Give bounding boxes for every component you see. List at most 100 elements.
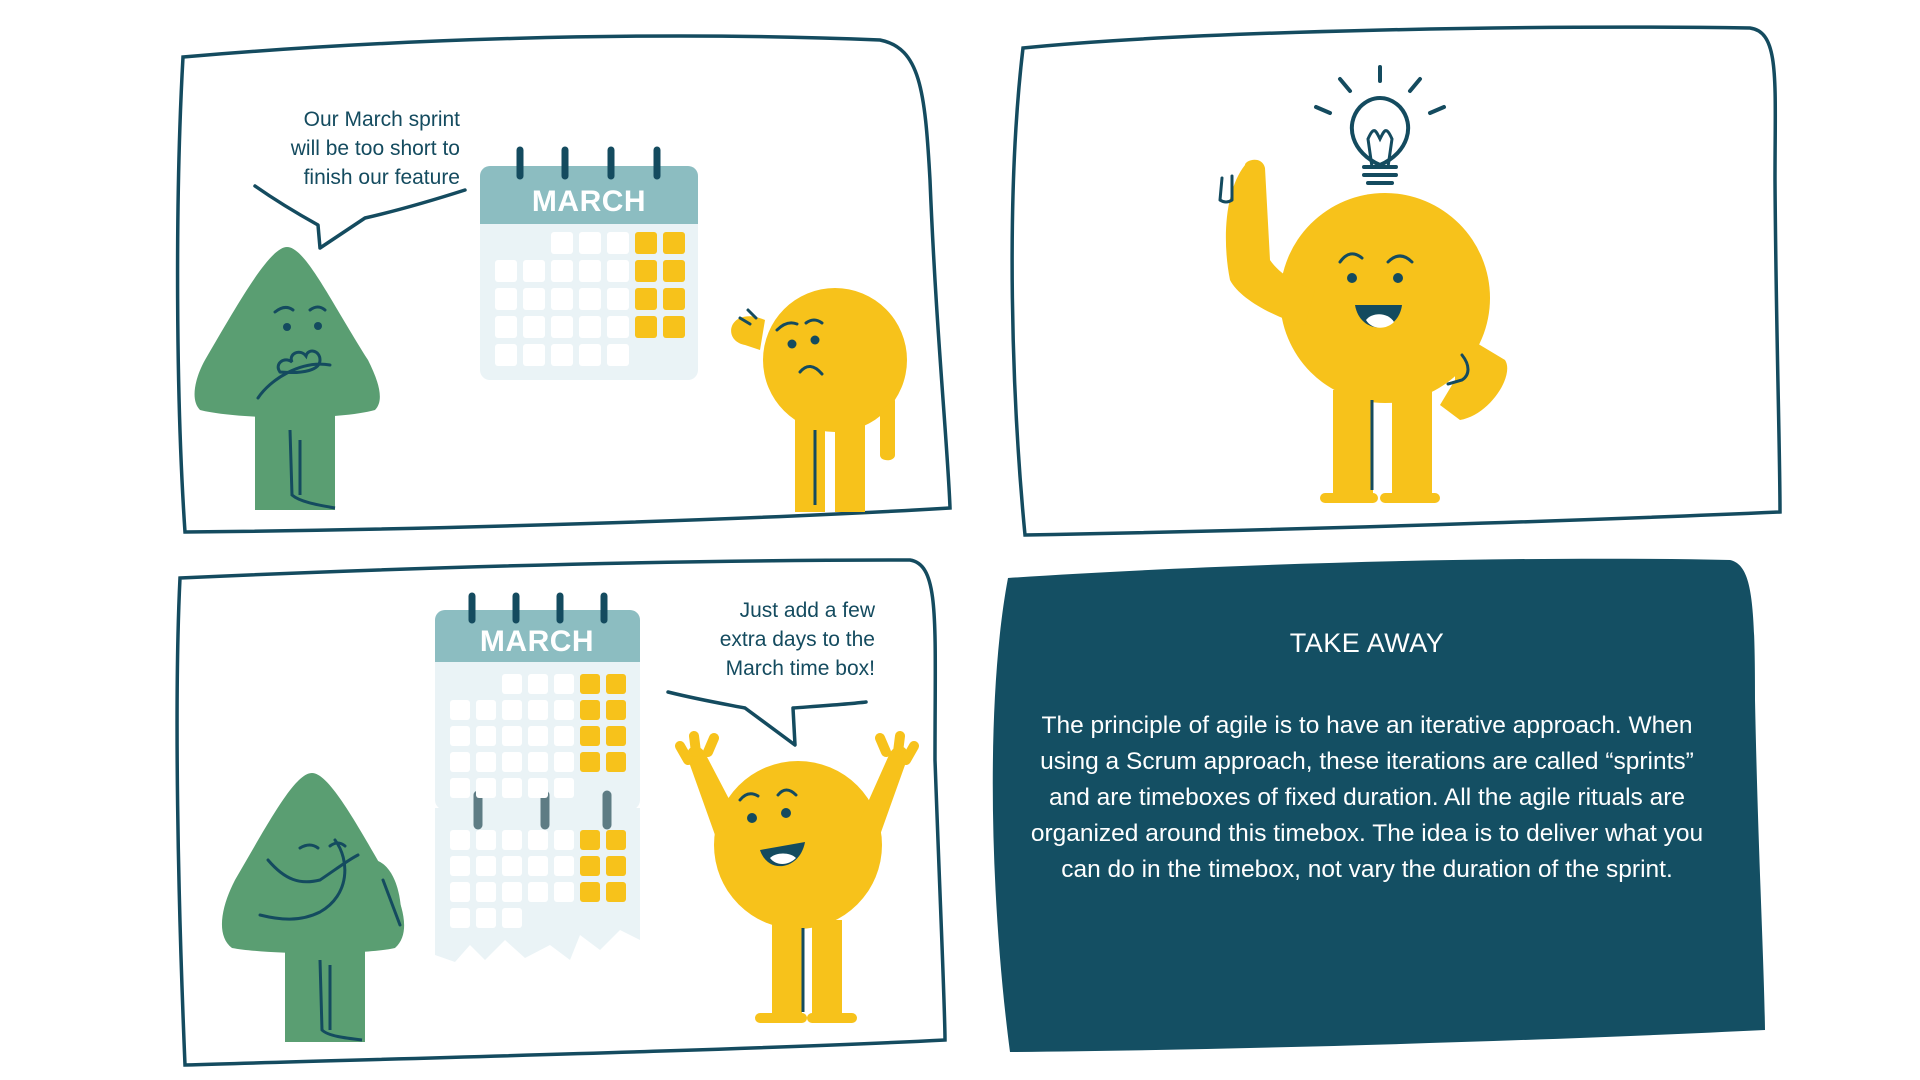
calendar-day: [554, 700, 574, 720]
calendar-day: [554, 726, 574, 746]
speech-text-triangle: Our March sprint will be too short to fi…: [230, 105, 460, 192]
calendar-day: [607, 316, 629, 338]
calendar-day: [663, 260, 685, 282]
calendar-day: [502, 726, 522, 746]
panel-1-frame: [175, 34, 952, 534]
calendar-day: [450, 830, 470, 850]
calendar-day-grid: [495, 232, 685, 366]
takeaway-body: The principle of agile is to have an ite…: [1030, 712, 1704, 883]
calendar-day: [606, 674, 626, 694]
calendar-day: [502, 908, 522, 928]
calendar-day: [523, 316, 545, 338]
calendar-day: [523, 344, 545, 366]
takeaway-panel: [992, 558, 1765, 1052]
speech-text-circle: Just add a few extra days to the March t…: [655, 596, 875, 683]
calendar-day: [635, 316, 657, 338]
calendar-day: [450, 908, 470, 928]
calendar-day: [663, 288, 685, 310]
calendar-month-label: MARCH: [532, 185, 646, 218]
calendar-day: [528, 674, 548, 694]
calendar-day: [476, 908, 496, 928]
calendar-day: [663, 232, 685, 254]
calendar-day: [450, 778, 470, 798]
calendar-day: [502, 700, 522, 720]
calendar-day: [606, 752, 626, 772]
calendar-day: [502, 830, 522, 850]
panel-3: MARCH: [175, 558, 947, 1067]
panel-3-frame: [175, 558, 947, 1067]
calendar-day: [495, 260, 517, 282]
calendar-day: [551, 344, 573, 366]
calendar-day: [554, 856, 574, 876]
calendar-day: [580, 700, 600, 720]
calendar-day: [523, 288, 545, 310]
calendar-day: [528, 856, 548, 876]
calendar-day: [528, 830, 548, 850]
calendar-day: [502, 674, 522, 694]
calendar-day: [635, 288, 657, 310]
panel-2: [1010, 25, 1782, 537]
calendar-day: [495, 344, 517, 366]
calendar-day: [580, 882, 600, 902]
calendar-day: [502, 778, 522, 798]
calendar-day: [495, 316, 517, 338]
calendar-day: [606, 700, 626, 720]
calendar-day: [579, 260, 601, 282]
calendar-day: [528, 752, 548, 772]
calendar-day: [528, 778, 548, 798]
calendar-day: [554, 674, 574, 694]
speech-line: Just add a few: [739, 599, 875, 622]
calendar-day: [476, 882, 496, 902]
calendar-march-extended: MARCH: [435, 592, 640, 962]
speech-line: extra days to the: [719, 628, 875, 651]
calendar-day: [528, 700, 548, 720]
calendar-day: [476, 778, 496, 798]
yellow-circle-character-confused: [731, 288, 907, 512]
calendar-day: [554, 882, 574, 902]
calendar-day-grid-extended: [450, 674, 626, 928]
panel-2-frame: [1010, 25, 1782, 537]
calendar-day: [523, 260, 545, 282]
calendar-day: [607, 288, 629, 310]
calendar-day: [502, 856, 522, 876]
calendar-day: [450, 856, 470, 876]
calendar-day: [606, 856, 626, 876]
calendar-day: [580, 856, 600, 876]
calendar-day: [635, 232, 657, 254]
calendar-day: [579, 288, 601, 310]
calendar-day: [579, 344, 601, 366]
panel-1: MARCH: [175, 34, 952, 534]
calendar-day: [554, 830, 574, 850]
calendar-day: [495, 288, 517, 310]
calendar-day: [476, 830, 496, 850]
calendar-day: [607, 232, 629, 254]
lightbulb-icon: [1314, 65, 1446, 185]
calendar-day: [606, 726, 626, 746]
takeaway-title: TAKE AWAY: [1289, 628, 1445, 658]
calendar-day: [528, 726, 548, 746]
calendar-day: [476, 700, 496, 720]
calendar-day: [607, 260, 629, 282]
calendar-day: [476, 752, 496, 772]
calendar-day: [606, 882, 626, 902]
yellow-circle-character-idea: [1218, 159, 1508, 503]
green-triangle-character-thinking: [194, 247, 380, 510]
speech-line: finish our feature: [303, 166, 460, 189]
speech-line: will be too short to: [290, 137, 460, 160]
calendar-day: [476, 726, 496, 746]
calendar-day: [663, 316, 685, 338]
calendar-day: [450, 752, 470, 772]
calendar-day: [450, 882, 470, 902]
calendar-day: [580, 726, 600, 746]
calendar-day: [551, 260, 573, 282]
calendar-day: [606, 830, 626, 850]
calendar-day: [579, 316, 601, 338]
calendar-day: [580, 752, 600, 772]
calendar-day: [476, 856, 496, 876]
speech-bubble-tail-2: [666, 690, 868, 747]
calendar-day: [551, 288, 573, 310]
calendar-day: [450, 700, 470, 720]
calendar-day: [580, 830, 600, 850]
calendar-day: [580, 674, 600, 694]
